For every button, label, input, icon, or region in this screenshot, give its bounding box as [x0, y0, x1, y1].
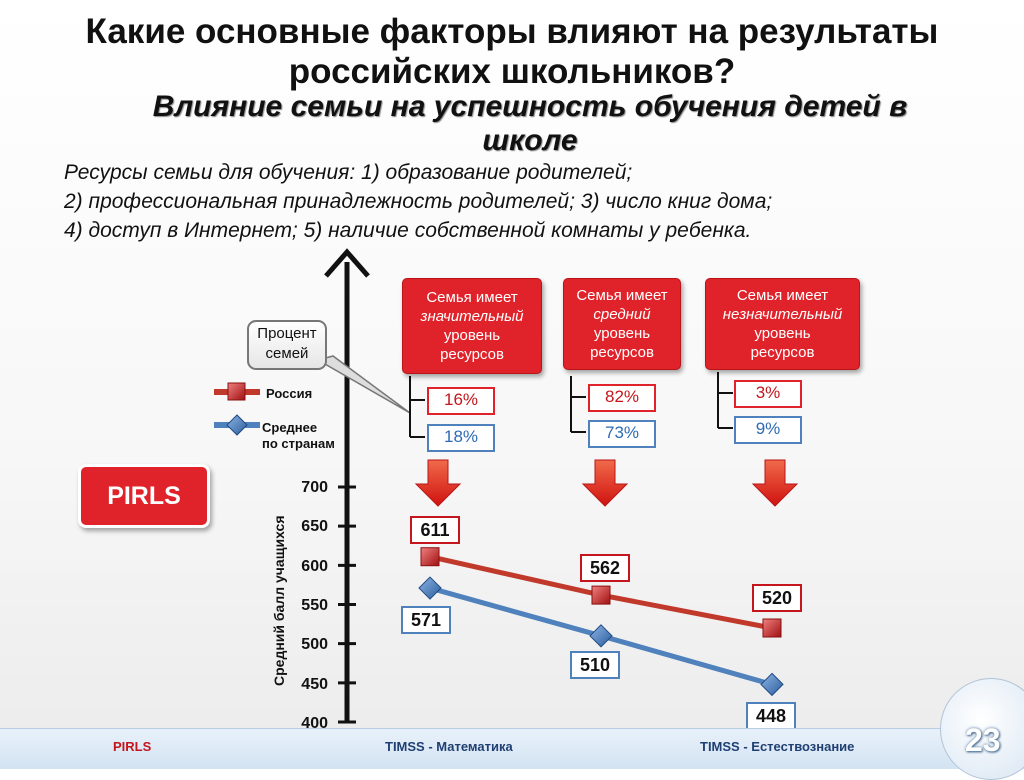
legend-russia-label: Россия: [266, 386, 313, 401]
down-arrows: [414, 459, 799, 507]
group-header-low-line-2: незначительный: [722, 306, 843, 323]
series-layer: [418, 547, 784, 697]
page-number-circle: [940, 678, 1024, 780]
pct-average-medium: 73%: [588, 420, 656, 448]
group-header-low-line-3: уровень: [754, 325, 811, 342]
pirls-badge[interactable]: PIRLS: [78, 464, 210, 528]
callout-line-1: Процент: [257, 325, 317, 342]
point-russia-0: [420, 547, 440, 567]
page-subtitle: Влияние семьи на успешность обучения дет…: [40, 90, 1020, 158]
resources-text: Ресурсы семьи для обучения: 1) образован…: [64, 158, 964, 245]
value-average-medium: 510: [570, 651, 620, 679]
down-arrow-2: [581, 459, 629, 507]
pct-russia-medium: 82%: [588, 384, 656, 412]
legend-average-marker: [226, 414, 248, 436]
value-average-low: 448: [746, 702, 796, 730]
value-average-high: 571: [401, 606, 451, 634]
point-russia-2: [762, 618, 782, 638]
callout-pointer: [316, 355, 411, 414]
y-tick-550: 550: [301, 597, 328, 614]
group-header-medium-line-4: ресурсов: [590, 344, 654, 361]
group-header-high: Семья имеет значительный уровень ресурсо…: [402, 278, 542, 374]
y-tick-600: 600: [301, 558, 328, 575]
group-brackets: [409, 372, 733, 438]
pct-average-low: 9%: [734, 416, 802, 444]
y-tick-500: 500: [301, 636, 328, 653]
pct-russia-low: 3%: [734, 380, 802, 408]
y-axis-arrowhead: [324, 248, 370, 278]
value-russia-low: 520: [752, 584, 802, 612]
footer-link-timss-math[interactable]: TIMSS - Математика: [385, 739, 513, 754]
group-header-high-line-4: ресурсов: [440, 346, 504, 363]
footer-link-pirls[interactable]: PIRLS: [113, 739, 152, 754]
group-header-medium-line-3: уровень: [593, 325, 651, 342]
callout-line-2: семей: [265, 345, 309, 362]
group-header-high-line-3: уровень: [443, 327, 501, 344]
page-title: Какие основные факторы влияют на результ…: [0, 12, 1024, 92]
legend-average-label: Среднее по странам: [262, 420, 335, 452]
resources-line-2: 2) профессиональная принадлежность родит…: [64, 190, 773, 213]
group-header-low-line-1: Семья имеет: [736, 287, 829, 304]
point-average-2: [760, 672, 784, 697]
resources-line-1: Ресурсы семьи для обучения: 1) образован…: [64, 161, 633, 184]
title-line-1: Какие основные факторы влияют на результ…: [85, 12, 939, 51]
pct-russia-high: 16%: [427, 387, 495, 415]
group-header-high-line-2: значительный: [420, 308, 524, 325]
point-average-0: [418, 576, 442, 600]
footer-bar: PIRLS TIMSS - Математика TIMSS - Естеств…: [0, 728, 1024, 769]
legend-russia-marker: [227, 382, 246, 401]
group-header-medium-line-2: средний: [593, 306, 651, 323]
legend-average-label-line-1: Среднее: [262, 420, 318, 435]
group-header-medium-line-1: Семья имеет: [576, 287, 668, 304]
down-arrow-3: [751, 459, 799, 507]
down-arrow-1: [414, 459, 462, 507]
y-tick-400: 400: [301, 715, 328, 732]
y-axis-label: Средний балл учащихся: [271, 515, 287, 686]
y-tick-650: 650: [301, 518, 328, 535]
y-tick-450: 450: [301, 676, 328, 693]
value-russia-high: 611: [410, 516, 460, 544]
subtitle-line-1: Влияние семьи на успешность обучения дет…: [152, 90, 908, 123]
group-header-high-line-1: Семья имеет: [426, 289, 518, 306]
percent-families-callout: Процент семей: [247, 320, 327, 370]
pct-average-high: 18%: [427, 424, 495, 452]
subtitle-line-2: школе: [482, 124, 578, 157]
group-header-low: Семья имеет незначительный уровень ресур…: [705, 278, 860, 370]
page-number: 23: [965, 722, 1001, 758]
group-header-medium: Семья имеет средний уровень ресурсов: [563, 278, 681, 370]
legend-average-label-line-2: по странам: [262, 436, 335, 451]
group-header-low-line-4: ресурсов: [750, 344, 815, 361]
value-russia-medium: 562: [580, 554, 630, 582]
y-tick-700: 700: [301, 479, 328, 496]
footer-link-timss-science[interactable]: TIMSS - Естествознание: [700, 739, 855, 754]
y-axis-ticks: [338, 485, 356, 724]
point-average-1: [589, 624, 613, 648]
title-line-2: российских школьников?: [288, 52, 736, 91]
point-russia-1: [591, 585, 611, 605]
resources-line-3: 4) доступ в Интернет; 5) наличие собстве…: [64, 219, 752, 242]
